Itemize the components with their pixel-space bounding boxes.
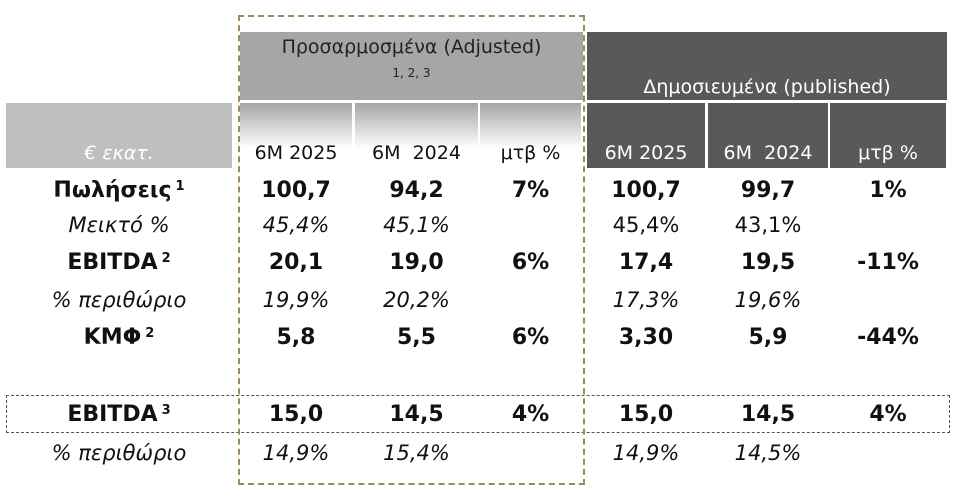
- adjusted-title: Προσαρμοσμένα (Adjusted): [281, 36, 542, 58]
- cell: 20,2%: [383, 288, 450, 312]
- row-label: EBITDA 2: [6, 240, 232, 285]
- cell: 19,9%: [262, 288, 330, 312]
- cell: 3,30: [618, 325, 674, 350]
- cell: 100,7: [261, 177, 331, 203]
- cell: 6%: [511, 250, 550, 275]
- published-title: Δημοσιευμένα (published): [643, 76, 891, 98]
- label-text: % περιθώριο: [51, 440, 187, 465]
- column-header: 6M 2024: [355, 103, 478, 168]
- cell: 5,5: [397, 325, 436, 350]
- cell: 19,5: [740, 250, 796, 275]
- cell: 14,5%: [734, 440, 802, 465]
- label-text: % περιθώριο: [51, 288, 187, 312]
- cell: 19,0: [389, 250, 444, 275]
- row-label: % περιθώριο: [6, 435, 232, 470]
- row-label: ΚΜΦ 2: [6, 315, 232, 360]
- cell: 4%: [869, 401, 907, 427]
- column-header: μτβ %: [830, 103, 946, 168]
- row-label: Μεικτό %: [6, 210, 232, 240]
- cell: 45,4%: [612, 213, 680, 237]
- footnote: 2: [145, 326, 155, 341]
- cell: 20,1: [268, 250, 324, 275]
- column-header: 6M 2025: [240, 103, 352, 168]
- cell: 99,7: [740, 177, 796, 203]
- row-label: EBITDA 3: [6, 395, 232, 433]
- cell: -11%: [857, 250, 919, 275]
- cell: 7%: [511, 177, 550, 203]
- cell: 15,0: [268, 401, 324, 427]
- cell: 94,2: [389, 177, 444, 203]
- cell: 19,6%: [734, 288, 802, 312]
- cell: 17,3%: [612, 288, 680, 312]
- cell: 15,0: [618, 401, 674, 427]
- column-header: 6M 2024: [708, 103, 828, 168]
- cell: 43,1%: [734, 213, 802, 237]
- cell: 14,9%: [262, 440, 330, 465]
- footnote: 3: [161, 402, 171, 418]
- column-header: μτβ %: [480, 103, 581, 168]
- cell: 100,7: [611, 177, 681, 203]
- adjusted-header: Προσαρμοσμένα (Adjusted) 1, 2, 3: [240, 32, 583, 100]
- cell: 14,9%: [612, 440, 680, 465]
- cell: -44%: [857, 325, 919, 350]
- cell: 14,5: [389, 401, 444, 427]
- label-text: Μεικτό %: [68, 213, 170, 237]
- cell: 45,4%: [262, 213, 330, 237]
- cell: 5,9: [748, 325, 788, 350]
- highlight-box: [6, 395, 950, 433]
- label-text: EBITDA: [67, 401, 158, 427]
- cell: 6%: [511, 325, 550, 350]
- cell: 1%: [869, 177, 907, 203]
- row-label: % περιθώριο: [6, 285, 232, 315]
- cell: 45,1%: [383, 213, 450, 237]
- adjusted-frame: [238, 15, 585, 485]
- unit-header: € εκατ.: [6, 103, 232, 168]
- adjusted-notes: 1, 2, 3: [392, 66, 431, 80]
- published-header: Δημοσιευμένα (published): [587, 32, 947, 100]
- label-text: EBITDA: [67, 250, 158, 275]
- cell: 15,4%: [383, 440, 450, 465]
- footnote: 1: [175, 178, 185, 194]
- label-text: ΚΜΦ: [83, 325, 142, 350]
- cell: 14,5: [740, 401, 796, 427]
- cell: 5,8: [276, 325, 316, 350]
- footnote: 2: [161, 251, 171, 266]
- label-text: Πωλήσεις: [53, 177, 172, 203]
- cell: 4%: [511, 401, 550, 427]
- column-header: 6M 2025: [587, 103, 705, 168]
- cell: 17,4: [618, 250, 674, 275]
- row-label: Πωλήσεις 1: [6, 170, 232, 210]
